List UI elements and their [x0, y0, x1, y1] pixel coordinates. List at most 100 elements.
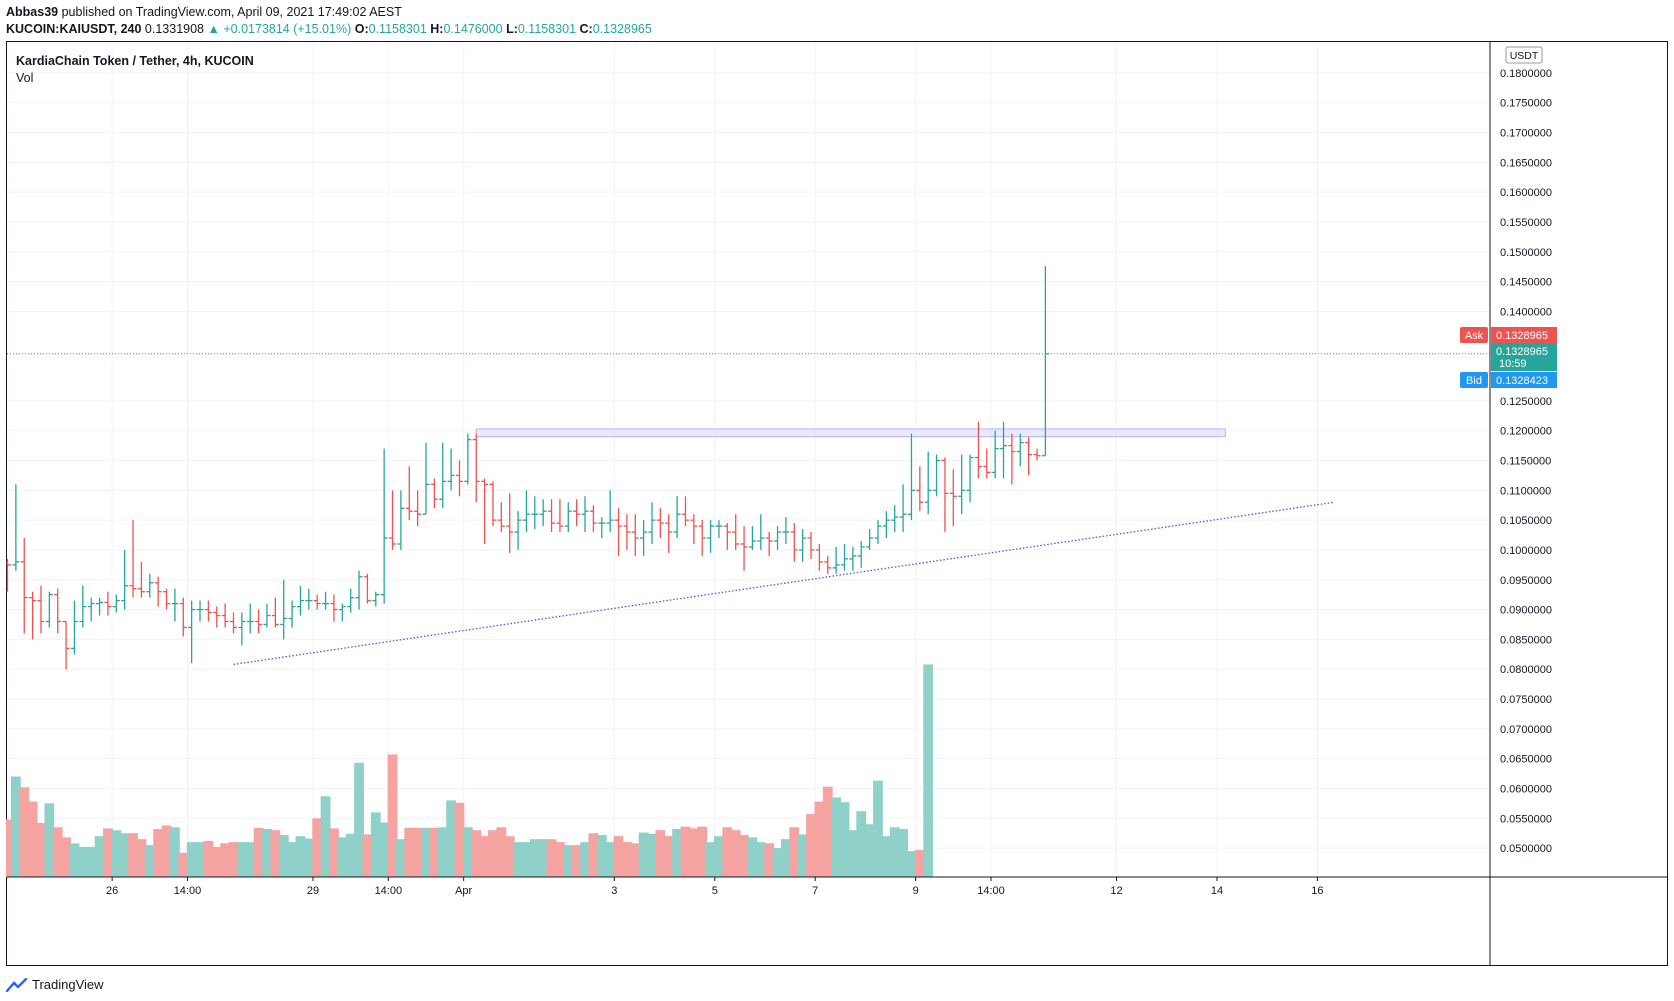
author-name[interactable]: Abbas39 — [6, 5, 59, 19]
ask-price-label: 0.1328965 — [1496, 330, 1548, 342]
ohlc-bar — [137, 561, 145, 598]
ohlc-bar — [121, 549, 129, 610]
volume-bar — [621, 842, 632, 877]
volume-bar — [437, 827, 448, 877]
ohlc-bar — [447, 448, 455, 491]
y-tick-label: 0.1600000 — [1500, 187, 1552, 199]
volume-bar — [253, 827, 264, 877]
ohlc-bar — [882, 511, 890, 539]
y-tick-label: 0.0700000 — [1500, 724, 1552, 736]
volume-bar — [663, 836, 674, 877]
ohlc-bar — [238, 612, 246, 646]
volume-bar — [270, 830, 281, 877]
publish-info: Abbas39 published on TradingView.com, Ap… — [6, 5, 402, 19]
volume-bar — [831, 797, 842, 877]
high-value: 0.1476000 — [443, 22, 503, 36]
y-tick-label: 0.0500000 — [1500, 843, 1552, 855]
volume-bar — [881, 836, 892, 877]
y-tick-label: 0.0800000 — [1500, 664, 1552, 676]
volume-bar — [345, 833, 356, 877]
high-label: H: — [430, 22, 444, 36]
volume-bar — [806, 814, 816, 877]
volume-bar — [195, 842, 205, 877]
ohlc-bar — [414, 490, 422, 527]
resistance-zone[interactable] — [475, 428, 1226, 438]
ohlc-bar — [564, 502, 572, 533]
x-tick-label: 14:00 — [174, 885, 202, 897]
close-value: 0.1328965 — [592, 22, 652, 36]
ohlc-bar — [832, 546, 840, 574]
x-tick-label: 16 — [1311, 885, 1323, 897]
ohlc-bar — [615, 508, 623, 556]
volume-bar — [211, 846, 222, 877]
publish-text: published on TradingView.com, April 09, … — [61, 5, 402, 19]
x-tick-label: 29 — [307, 885, 319, 897]
ohlc-bar — [355, 570, 363, 610]
volume-bar — [303, 838, 314, 877]
ohlc-bar — [464, 433, 472, 485]
volume-bar — [412, 827, 423, 877]
ohlc-bar — [255, 609, 263, 634]
price-chart[interactable]: 0.0500000 0.0550000 0.0600000 0.0650000 0.07… — [6, 41, 1668, 966]
ohlc-bar — [29, 591, 37, 640]
ohlc-bar — [924, 451, 932, 515]
y-tick-label: 0.1250000 — [1500, 396, 1552, 408]
y-tick-label: 0.0750000 — [1500, 694, 1552, 706]
volume-bar — [421, 827, 431, 877]
volume-legend: Vol — [16, 71, 34, 85]
y-tick-label: 0.1000000 — [1500, 545, 1552, 557]
volume-bar — [354, 762, 364, 877]
ohlc-bar — [1016, 433, 1024, 467]
ohlc-bar — [213, 606, 221, 628]
ohlc-bar — [1041, 266, 1049, 457]
ohlc-bar — [581, 496, 589, 533]
ohlc-bar — [62, 620, 70, 670]
ohlc-bar — [623, 514, 631, 550]
ohlc-bar — [271, 597, 279, 628]
ohlc-bar — [874, 520, 882, 544]
volume-bar — [362, 834, 373, 877]
volume-bar — [77, 846, 88, 877]
ohlc-bar — [45, 591, 53, 628]
currency-badge[interactable] — [1505, 46, 1543, 64]
ohlc-bar — [1000, 421, 1008, 479]
volume-bar — [19, 787, 30, 877]
ohlc-bar — [6, 558, 11, 592]
y-tick-label: 0.1450000 — [1500, 277, 1552, 289]
ohlc-bar — [748, 526, 756, 550]
volume-bar — [856, 811, 867, 877]
y-tick-label: 0.1650000 — [1500, 157, 1552, 169]
volume-bar — [672, 829, 682, 877]
volume-bar — [136, 839, 147, 877]
ohlc-bar — [907, 433, 915, 521]
ohlc-bar — [949, 469, 957, 527]
ohlc-bar — [380, 448, 388, 604]
ohlc-bar — [514, 511, 522, 550]
volume-bar — [27, 801, 38, 877]
volume-bar — [103, 828, 113, 877]
ohlc-bar — [497, 502, 505, 533]
volume-bar — [295, 836, 306, 877]
tradingview-footer[interactable]: TradingView — [6, 977, 104, 992]
volume-bar — [697, 826, 708, 877]
ohlc-bar — [70, 600, 78, 655]
tradingview-logo-icon — [6, 977, 28, 992]
volume-bar — [647, 833, 657, 877]
volume-bar — [705, 842, 716, 877]
ohlc-bar — [37, 585, 45, 634]
ohlc-bar — [389, 490, 397, 550]
ohlc-bar — [631, 514, 639, 556]
volume-bar — [488, 830, 498, 877]
volume-bar — [370, 812, 381, 877]
ohlc-bar — [104, 591, 112, 616]
ohlc-bar — [430, 478, 438, 509]
symbol-text: KUCOIN:KAIUSDT, 240 — [6, 22, 142, 36]
y-tick-label: 0.1050000 — [1500, 515, 1552, 527]
ohlc-bar — [681, 496, 689, 527]
x-tick-label: 9 — [913, 885, 919, 897]
y-tick-label: 0.1500000 — [1500, 247, 1552, 259]
volume-bar — [889, 827, 900, 877]
volume-bar — [128, 833, 138, 877]
ohlc-bar — [983, 448, 991, 479]
ohlc-bar — [807, 532, 815, 559]
